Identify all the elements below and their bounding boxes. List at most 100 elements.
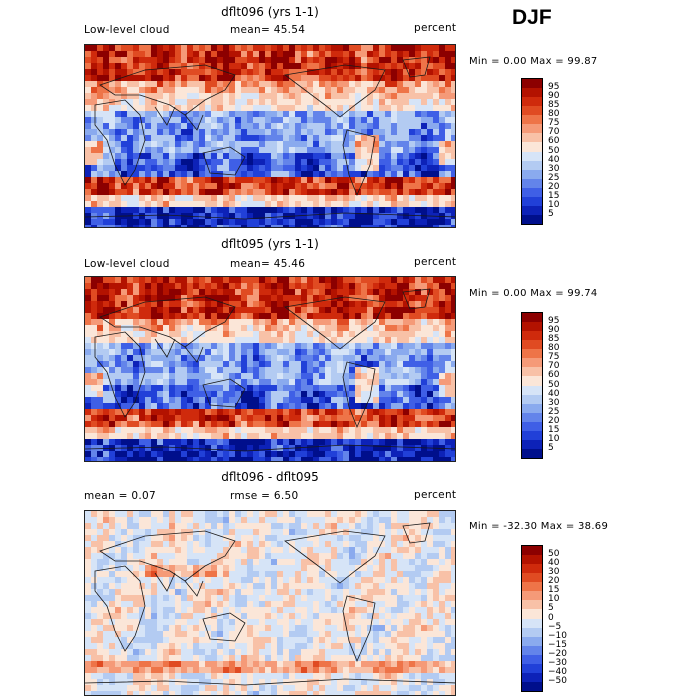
colorbar-tick-label: 50 xyxy=(548,379,560,390)
colorbar-swatch xyxy=(522,564,542,574)
colorbar-tick-label: 60 xyxy=(548,136,560,147)
colorbar-swatch xyxy=(522,555,542,565)
colorbar-swatch xyxy=(522,681,542,691)
colorbar-tick-label: 50 xyxy=(548,549,560,560)
colorbar-tick-label: −10 xyxy=(548,630,567,641)
panel-3-minmax: Min = -32.30 Max = 38.69 xyxy=(469,521,609,532)
colorbar-swatch xyxy=(522,430,542,440)
colorbar-swatch xyxy=(522,672,542,682)
colorbar-tick-label: −50 xyxy=(548,675,567,686)
colorbar-tick-label: −30 xyxy=(548,657,567,668)
colorbar-tick-label: 10 xyxy=(548,199,560,210)
colorbar-swatch xyxy=(522,97,542,107)
panel-1-title: dflt096 (yrs 1-1) xyxy=(221,5,319,19)
colorbar-tick-label: 15 xyxy=(548,424,560,435)
colorbar-swatch xyxy=(522,124,542,134)
colorbar-tick-label: 20 xyxy=(548,181,560,192)
colorbar-swatch xyxy=(522,573,542,583)
colorbar-swatch xyxy=(522,151,542,161)
colorbar-tick-label: 20 xyxy=(548,415,560,426)
panel-2-minmax: Min = 0.00 Max = 99.74 xyxy=(469,288,598,299)
colorbar-swatch xyxy=(522,394,542,404)
colorbar-swatch xyxy=(522,106,542,116)
colorbar-swatch xyxy=(522,439,542,449)
colorbar-swatch xyxy=(522,582,542,592)
colorbar-tick-label: −40 xyxy=(548,666,567,677)
colorbar-tick-label: 30 xyxy=(548,567,560,578)
colorbar-swatch xyxy=(522,376,542,386)
colorbar-tick-label: 90 xyxy=(548,91,560,102)
colorbar-tick-label: 5 xyxy=(548,442,554,453)
colorbar-tick-label: 15 xyxy=(548,585,560,596)
season-label: DJF xyxy=(512,6,552,29)
colorbar-tick-label: 95 xyxy=(548,82,560,93)
colorbar-tick-label: 10 xyxy=(548,594,560,605)
colorbar-tick-label: −5 xyxy=(548,621,562,632)
colorbar-swatch xyxy=(522,133,542,143)
panel-3-mean-label: mean = 0.07 xyxy=(84,490,156,502)
colorbar-swatch xyxy=(522,654,542,664)
colorbar-swatch xyxy=(522,349,542,359)
panel-2-mean-label: mean= 45.46 xyxy=(230,258,306,270)
colorbar-swatch xyxy=(522,618,542,628)
colorbar-tick-label: 5 xyxy=(548,208,554,219)
colorbar-tick-label: 85 xyxy=(548,334,560,345)
colorbar-swatch xyxy=(522,187,542,197)
colorbar-swatch xyxy=(522,142,542,152)
colorbar-swatch xyxy=(522,79,542,89)
colorbar-swatch xyxy=(522,645,542,655)
colorbar-swatch xyxy=(522,322,542,332)
colorbar-tick-label: 85 xyxy=(548,100,560,111)
colorbar-tick-label: 30 xyxy=(548,397,560,408)
colorbar-tick-label: 80 xyxy=(548,343,560,354)
colorbar-swatch xyxy=(522,358,542,368)
colorbar-tick-label: 40 xyxy=(548,558,560,569)
colorbar-swatch xyxy=(522,169,542,179)
colorbar-swatch xyxy=(522,627,542,637)
colorbar-tick-label: 5 xyxy=(548,603,554,614)
colorbar-swatch xyxy=(522,367,542,377)
colorbar-swatch xyxy=(522,591,542,601)
colorbar-swatch xyxy=(522,421,542,431)
colorbar-swatch xyxy=(522,609,542,619)
colorbar-tick-label: 10 xyxy=(548,433,560,444)
colorbar-tick-label: 15 xyxy=(548,190,560,201)
colorbar-swatch xyxy=(522,546,542,556)
colorbar-swatch xyxy=(522,340,542,350)
panel-2-map xyxy=(84,276,456,462)
colorbar-tick-label: 95 xyxy=(548,316,560,327)
panel-1-mean-label: mean= 45.54 xyxy=(230,24,306,36)
colorbar-swatch xyxy=(522,385,542,395)
panel-2-units-label: percent xyxy=(414,256,457,268)
panel-3-map-field xyxy=(85,511,455,695)
panel-1-map xyxy=(84,44,456,228)
colorbar-tick-label: 20 xyxy=(548,576,560,587)
colorbar-swatch xyxy=(522,160,542,170)
colorbar-swatch xyxy=(522,178,542,188)
colorbar-swatch xyxy=(522,448,542,458)
colorbar-swatch xyxy=(522,663,542,673)
colorbar-tick-label: 60 xyxy=(548,370,560,381)
colorbar-swatch xyxy=(522,205,542,215)
panel-3-title: dflt096 - dflt095 xyxy=(221,470,319,484)
panel-1-colorbar xyxy=(521,78,543,225)
panel-1-map-field xyxy=(85,45,455,227)
colorbar-swatch xyxy=(522,412,542,422)
panel-2-map-field xyxy=(85,277,455,461)
panel-3-colorbar xyxy=(521,545,543,692)
panel-1-units-label: percent xyxy=(414,22,457,34)
colorbar-swatch xyxy=(522,403,542,413)
panel-2-variable-label: Low-level cloud xyxy=(84,258,170,270)
colorbar-tick-label: 80 xyxy=(548,109,560,120)
panel-3-map xyxy=(84,510,456,696)
colorbar-swatch xyxy=(522,115,542,125)
panel-2-title: dflt095 (yrs 1-1) xyxy=(221,237,319,251)
colorbar-tick-label: 70 xyxy=(548,127,560,138)
colorbar-tick-label: 25 xyxy=(548,172,560,183)
colorbar-tick-label: −15 xyxy=(548,639,567,650)
panel-2-colorbar xyxy=(521,312,543,459)
colorbar-swatch xyxy=(522,88,542,98)
panel-3-rmse-label: rmse = 6.50 xyxy=(230,490,299,502)
colorbar-tick-label: 25 xyxy=(548,406,560,417)
panel-3-units-label: percent xyxy=(414,489,457,501)
